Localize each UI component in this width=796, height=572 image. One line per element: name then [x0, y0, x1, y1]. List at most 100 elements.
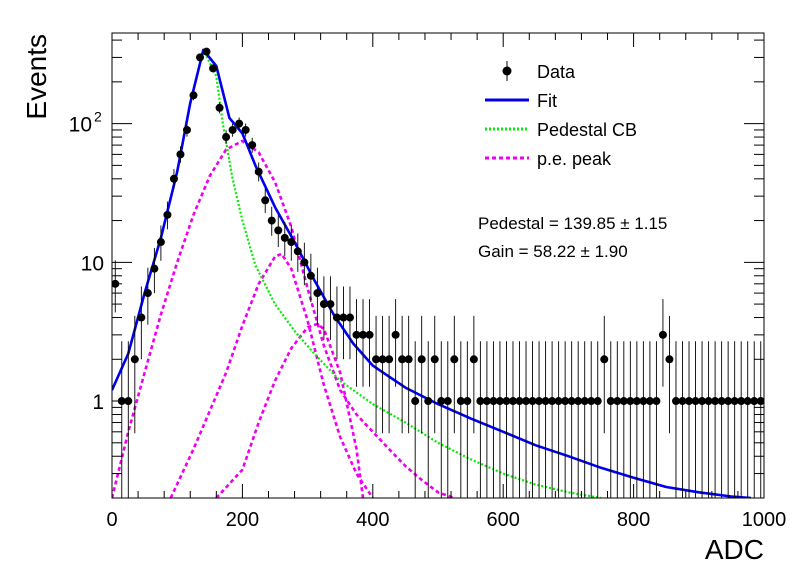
data-point — [685, 397, 694, 406]
data-point — [150, 264, 159, 273]
data-point — [261, 196, 270, 205]
data-point — [404, 355, 413, 364]
data-point — [613, 397, 622, 406]
data-point — [196, 53, 205, 62]
data-point — [502, 397, 511, 406]
legend-label-pe: p.e. peak — [537, 149, 612, 169]
x-axis-label: ADC — [705, 534, 764, 565]
pe-peak-curve-2 — [169, 252, 374, 498]
data-point — [254, 167, 263, 176]
data-point — [535, 397, 544, 406]
data-point — [300, 258, 309, 267]
data-point — [671, 397, 680, 406]
data-point — [280, 233, 289, 242]
data-point — [235, 119, 244, 128]
data-point — [489, 397, 498, 406]
data-point — [704, 397, 713, 406]
legend-label-data: Data — [537, 62, 576, 82]
data-point — [293, 247, 302, 256]
data-point — [522, 397, 531, 406]
data-point — [482, 397, 491, 406]
legend-label-fit: Fit — [537, 91, 557, 111]
data-point — [248, 141, 257, 150]
data-point — [698, 397, 707, 406]
data-point — [580, 397, 589, 406]
data-point — [574, 397, 583, 406]
data-point — [711, 397, 720, 406]
x-tick-label: 0 — [106, 509, 117, 531]
data-point — [241, 125, 250, 134]
data-point — [443, 397, 452, 406]
data-point — [391, 330, 400, 339]
data-point — [339, 313, 348, 322]
data-point — [378, 355, 387, 364]
y-tick-label: 10 — [81, 252, 104, 275]
data-point — [417, 355, 426, 364]
data-point — [437, 397, 446, 406]
pe-peak-curve-3 — [215, 322, 365, 498]
data-point — [306, 271, 315, 280]
y-tick-exponent: 2 — [94, 109, 102, 125]
data-point — [313, 289, 322, 298]
data-point — [163, 210, 172, 219]
data-point — [717, 397, 726, 406]
plot-frame — [111, 32, 765, 499]
data-point — [267, 216, 276, 225]
data-point — [724, 397, 733, 406]
data-point — [137, 313, 146, 322]
data-point — [182, 125, 191, 134]
data-point — [411, 397, 420, 406]
data-point — [274, 226, 283, 235]
data-point — [385, 355, 394, 364]
data-point — [424, 397, 433, 406]
data-point — [326, 300, 335, 309]
data-point — [567, 397, 576, 406]
data-point — [508, 397, 517, 406]
data-point — [365, 330, 374, 339]
data-area — [112, 47, 764, 498]
legend-data-marker — [502, 66, 512, 76]
data-point — [691, 397, 700, 406]
data-point — [619, 397, 628, 406]
data-point — [548, 397, 557, 406]
legend-label-pedestal: Pedestal CB — [537, 120, 637, 140]
data-point — [372, 355, 381, 364]
gain-annotation: Gain = 58.22 ± 1.90 — [478, 242, 628, 261]
legend: Data Fit Pedestal CB p.e. peak — [485, 61, 637, 169]
data-point — [561, 397, 570, 406]
pedestal-annotation: Pedestal = 139.85 ± 1.15 — [478, 214, 667, 233]
data-point — [730, 397, 739, 406]
data-point — [156, 238, 165, 247]
data-point — [645, 397, 654, 406]
data-point — [202, 47, 211, 56]
data-point — [463, 397, 472, 406]
data-point — [600, 355, 609, 364]
data-point — [469, 355, 478, 364]
data-point — [541, 397, 550, 406]
data-point — [430, 355, 439, 364]
y-tick-label: 1 — [92, 391, 104, 414]
data-point — [345, 313, 354, 322]
pe-peak-curve-1 — [112, 139, 455, 498]
data-point — [587, 397, 596, 406]
x-tick-label: 800 — [617, 509, 650, 531]
data-point — [222, 133, 231, 142]
y-axis-label: Events — [21, 34, 52, 120]
data-point — [450, 355, 459, 364]
data-point — [287, 238, 296, 247]
data-point — [319, 300, 328, 309]
data-point — [332, 313, 341, 322]
data-point — [554, 397, 563, 406]
data-point — [632, 397, 641, 406]
data-point — [169, 174, 178, 183]
data-point — [209, 64, 218, 73]
y-tick-label: 10 — [69, 114, 92, 137]
data-point — [189, 91, 198, 100]
data-point — [130, 355, 139, 364]
data-point — [215, 103, 224, 112]
data-point — [593, 397, 602, 406]
x-tick-label: 200 — [226, 509, 259, 531]
data-point — [228, 125, 237, 134]
